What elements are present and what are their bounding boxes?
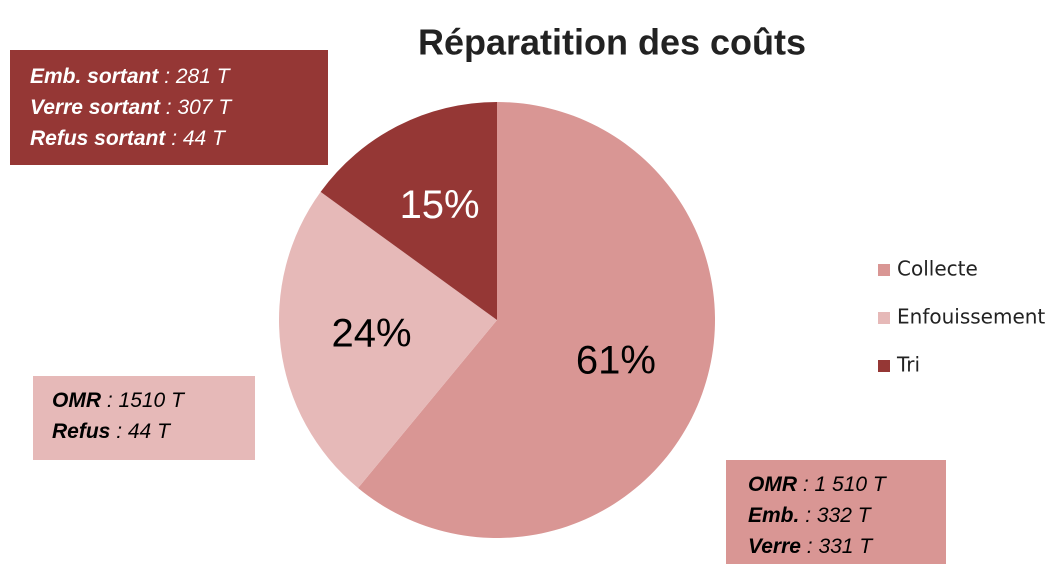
- slice-label: 15%: [400, 183, 480, 227]
- legend-swatch: [878, 312, 890, 324]
- annotation-value: : 307 T: [166, 96, 234, 119]
- annotation-label: Refus: [52, 420, 110, 443]
- slice-label: 61%: [576, 338, 656, 382]
- annotation-label: Verre: [748, 535, 801, 558]
- annotation-value: : 281 T: [164, 65, 232, 88]
- annotation-box: [10, 50, 328, 165]
- annotation-label: Verre sortant: [30, 96, 161, 119]
- annotation-line: Refus : 44 T: [52, 420, 172, 443]
- pie-slice: [358, 102, 715, 538]
- annotation-label: OMR: [748, 473, 798, 496]
- annotation-value: : 44 T: [116, 420, 172, 443]
- pie-slice: [279, 191, 497, 488]
- legend-swatch: [878, 264, 890, 276]
- annotation-box: [33, 376, 255, 460]
- annotation-line: Emb. : 332 T: [748, 504, 873, 527]
- legend-label: Tri: [896, 353, 920, 377]
- annotation-line: OMR : 1510 T: [52, 389, 186, 412]
- annotation-line: Verre : 331 T: [748, 535, 874, 558]
- annotation-value: : 1 510 T: [803, 473, 888, 496]
- annotation-label: Emb. sortant: [30, 65, 159, 88]
- annotation-value: : 44 T: [171, 127, 227, 150]
- annotation-label: OMR: [52, 389, 102, 412]
- annotation-line: Refus sortant : 44 T: [30, 127, 227, 150]
- annotation-box: [726, 460, 946, 564]
- pie-slice: [320, 102, 497, 320]
- annotation-label: Emb.: [748, 504, 799, 527]
- annotation-value: : 331 T: [807, 535, 875, 558]
- legend-swatch: [878, 360, 890, 372]
- chart-title: Réparatition des coûts: [418, 22, 806, 63]
- annotation-line: OMR : 1 510 T: [748, 473, 888, 496]
- slice-label: 24%: [332, 311, 412, 355]
- annotation-value: : 332 T: [805, 504, 873, 527]
- legend-label: Enfouissement: [897, 305, 1045, 329]
- annotation-line: Emb. sortant : 281 T: [30, 65, 232, 88]
- annotation-line: Verre sortant : 307 T: [30, 96, 233, 119]
- legend-label: Collecte: [897, 257, 978, 281]
- annotation-value: : 1510 T: [107, 389, 186, 412]
- annotation-label: Refus sortant: [30, 127, 166, 150]
